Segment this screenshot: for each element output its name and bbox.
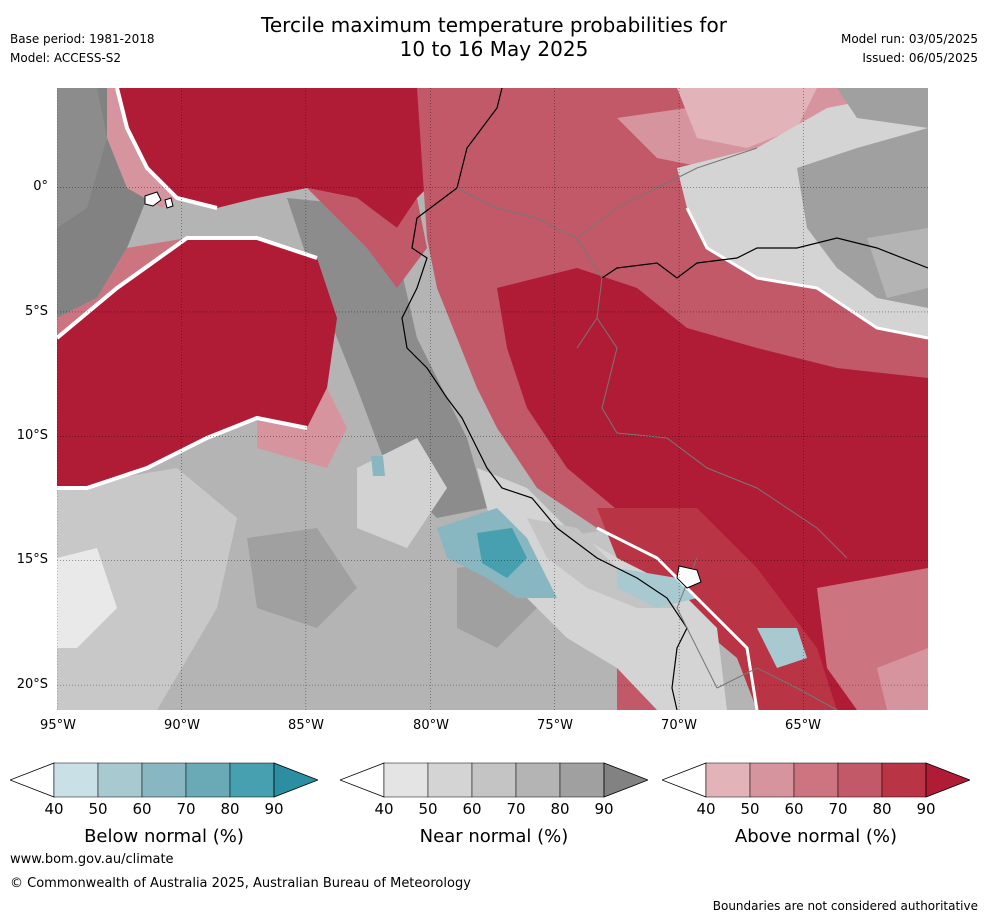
cb-near-tick-50: 50: [418, 800, 438, 818]
colorbar-segment-4: [559, 762, 605, 798]
colorbar-extend-high: [273, 762, 320, 798]
colorbar-segment-0: [383, 762, 429, 798]
colorbar-segment-2: [471, 762, 517, 798]
colorbar-segment-1: [427, 762, 473, 798]
title-line-2: 10 to 16 May 2025: [399, 37, 589, 61]
colorbar-segment-0: [705, 762, 751, 798]
colorbar-segment-3: [837, 762, 883, 798]
colorbar-above-normal: [660, 762, 972, 798]
colorbar-near-ticks: 40 50 60 70 80 90: [340, 800, 648, 822]
cb-above-tick-80: 80: [872, 800, 892, 818]
model-name: Model: ACCESS-S2: [10, 51, 122, 65]
region-near-normal-coastal: [287, 198, 487, 518]
cb-below-tick-60: 60: [132, 800, 152, 818]
colorbar-above-title: Above normal (%): [734, 826, 898, 847]
title-line-1: Tercile maximum temperature probabilitie…: [261, 13, 727, 37]
footer-copyright: © Commonwealth of Australia 2025, Austra…: [10, 876, 471, 891]
lat-tick-20s: 20°S: [16, 677, 48, 692]
colorbar-above-ticks: 40 50 60 70 80 90: [662, 800, 970, 822]
issued-date: Issued: 06/05/2025: [862, 51, 978, 65]
colorbar-extend-low: [8, 762, 55, 798]
region-above-normal-northwest: [117, 88, 507, 228]
colorbar-segment-3: [515, 762, 561, 798]
region-above-normal-central: [57, 238, 337, 488]
lon-tick-75w: 75°W: [537, 718, 573, 733]
colorbar-segment-2: [793, 762, 839, 798]
colorbar-extend-high: [603, 762, 650, 798]
footer-disclaimer: Boundaries are not considered authoritat…: [712, 899, 978, 913]
map-title: Tercile maximum temperature probabilitie…: [0, 13, 988, 61]
colorbar-segment-1: [749, 762, 795, 798]
lat-tick-0: 0°: [33, 179, 48, 194]
colorbar-segment-1: [97, 762, 143, 798]
lon-tick-65w: 65°W: [785, 718, 821, 733]
lon-tick-95w: 95°W: [40, 718, 76, 733]
cb-above-tick-60: 60: [784, 800, 804, 818]
cb-above-tick-90: 90: [916, 800, 936, 818]
probability-map: [57, 88, 928, 710]
colorbar-below-title: Below normal (%): [84, 826, 244, 847]
country-borders: [456, 147, 848, 710]
lon-tick-80w: 80°W: [413, 718, 449, 733]
cb-below-tick-90: 90: [264, 800, 284, 818]
cb-below-tick-40: 40: [44, 800, 64, 818]
colorbar-near-normal: [338, 762, 650, 798]
lake-titicaca: [676, 565, 702, 589]
colorbar-below-normal: [8, 762, 320, 798]
colorbar-segment-2: [141, 762, 187, 798]
colorbar-segment-4: [881, 762, 927, 798]
lon-tick-90w: 90°W: [164, 718, 200, 733]
cb-above-tick-70: 70: [828, 800, 848, 818]
lat-tick-5s: 5°S: [24, 304, 48, 319]
cb-near-tick-80: 80: [550, 800, 570, 818]
lat-tick-10s: 10°S: [16, 428, 48, 443]
colorbar-extend-low: [660, 762, 707, 798]
lon-tick-70w: 70°W: [661, 718, 697, 733]
lon-tick-85w: 85°W: [288, 718, 324, 733]
colorbar-segment-4: [229, 762, 275, 798]
colorbar-below-ticks: 40 50 60 70 80 90: [10, 800, 318, 822]
lat-tick-15s: 15°S: [16, 552, 48, 567]
colorbar-extend-low: [338, 762, 385, 798]
galapagos-islands: [144, 191, 174, 209]
cb-below-tick-80: 80: [220, 800, 240, 818]
cb-near-tick-90: 90: [594, 800, 614, 818]
cb-above-tick-40: 40: [696, 800, 716, 818]
cb-below-tick-70: 70: [176, 800, 196, 818]
colorbar-extend-high: [925, 762, 972, 798]
cb-below-tick-50: 50: [88, 800, 108, 818]
footer-url[interactable]: www.bom.gov.au/climate: [10, 852, 174, 867]
cb-near-tick-40: 40: [374, 800, 394, 818]
model-run: Model run: 03/05/2025: [840, 32, 978, 46]
colorbar-segment-0: [53, 762, 99, 798]
region-near-normal-south: [57, 468, 237, 710]
base-period: Base period: 1981-2018: [10, 32, 155, 46]
cb-near-tick-70: 70: [506, 800, 526, 818]
map-canvas: [57, 88, 928, 710]
cb-above-tick-50: 50: [740, 800, 760, 818]
coastline: [401, 88, 688, 710]
cb-near-tick-60: 60: [462, 800, 482, 818]
colorbar-segment-3: [185, 762, 231, 798]
colorbar-near-title: Near normal (%): [419, 826, 569, 847]
gridlines: [57, 88, 928, 710]
